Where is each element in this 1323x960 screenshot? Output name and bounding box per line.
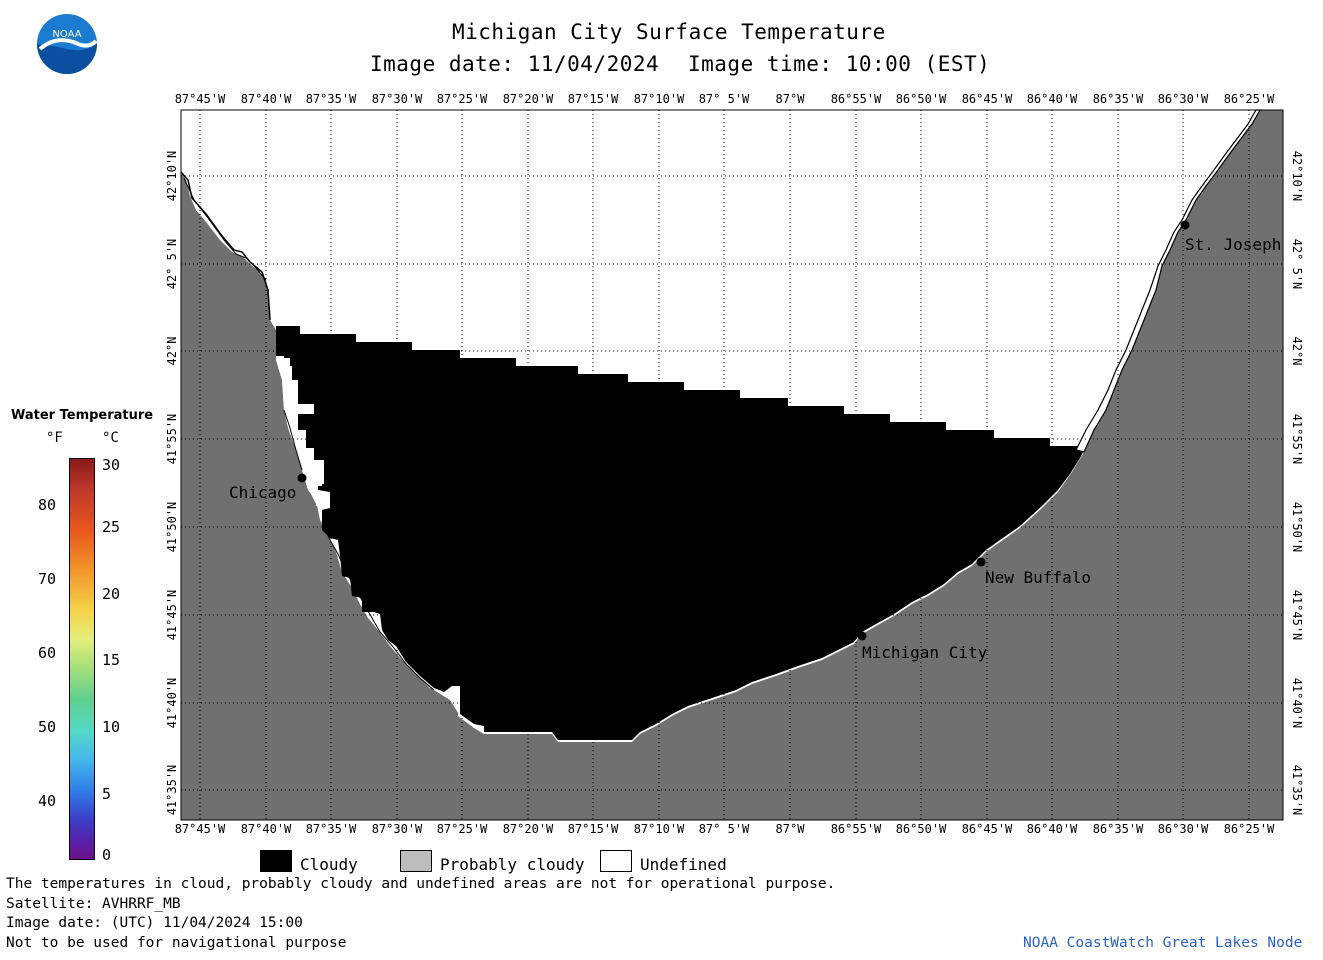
lat-label: 41°55'N	[1290, 413, 1304, 465]
noaa-logo: NOAA	[36, 13, 98, 75]
legend-probably-cloudy-swatch	[400, 850, 432, 872]
legend-cloudy-swatch	[260, 850, 292, 872]
colorbar	[69, 458, 95, 860]
colorbar-c-tick: 5	[102, 785, 112, 803]
lat-label: 41°40'N	[1290, 677, 1304, 729]
lon-label: 86°35'W	[1092, 822, 1144, 836]
lat-label: 42° 5'N	[165, 238, 179, 290]
map-title: Michigan City Surface Temperature	[452, 20, 886, 44]
lon-label: 86°55'W	[830, 822, 882, 836]
lon-label: 87°15'W	[567, 822, 619, 836]
lon-label: 87°20'W	[502, 92, 554, 106]
lat-label: 41°40'N	[165, 677, 179, 729]
legend-undefined-label: Undefined	[640, 855, 727, 874]
lat-label: 42° 5'N	[1290, 238, 1304, 290]
legend-undefined-swatch	[600, 850, 632, 872]
colorbar-f-tick: 40	[38, 792, 57, 810]
lon-label: 87°10'W	[633, 822, 685, 836]
st-joseph-marker	[1180, 220, 1190, 230]
lat-label: 41°50'N	[165, 501, 179, 553]
image-date: Image date: 11/04/2024	[370, 52, 660, 76]
lon-label: 87°30'W	[371, 92, 423, 106]
lon-label: 87° 5'W	[698, 92, 750, 106]
lon-label: 86°50'W	[895, 822, 947, 836]
svg-text:NOAA: NOAA	[52, 29, 81, 40]
lon-label: 87°45'W	[174, 822, 226, 836]
colorbar-title: Water Temperature	[11, 408, 154, 423]
lon-label: 87°25'W	[436, 92, 488, 106]
colorbar-c-tick: 20	[102, 585, 121, 603]
lon-label: 87°20'W	[502, 822, 554, 836]
footer-credit: NOAA CoastWatch Great Lakes Node	[1023, 935, 1303, 951]
lat-label: 42°N	[1290, 336, 1304, 366]
colorbar-unit-f: °F	[46, 430, 63, 446]
lon-label: 86°35'W	[1092, 92, 1144, 106]
lon-label: 86°40'W	[1026, 822, 1078, 836]
lon-label: 86°25'W	[1223, 822, 1275, 836]
legend-cloudy-label: Cloudy	[300, 855, 358, 874]
michigan-city-label: Michigan City	[862, 643, 988, 662]
new-buffalo-label: New Buffalo	[985, 568, 1091, 587]
lat-label: 41°55'N	[165, 413, 179, 465]
lat-label: 41°35'N	[1290, 764, 1304, 816]
land-west	[181, 110, 1283, 820]
lon-label: 87°30'W	[371, 822, 423, 836]
colorbar-unit-c: °C	[102, 430, 119, 446]
lat-label: 42°10'N	[1290, 150, 1304, 202]
lon-label: 86°45'W	[961, 822, 1013, 836]
lat-label: 41°45'N	[1290, 589, 1304, 641]
st-joseph-label: St. Joseph	[1185, 235, 1282, 254]
lat-label: 41°45'N	[165, 589, 179, 641]
lon-label: 87°35'W	[305, 92, 357, 106]
lon-label: 86°50'W	[895, 92, 947, 106]
colorbar-c-tick: 15	[102, 651, 121, 669]
undefined-coast-west	[181, 172, 484, 734]
lat-label: 41°50'N	[1290, 501, 1304, 553]
colorbar-c-tick: 30	[102, 456, 121, 474]
cloud-mass	[276, 326, 1086, 740]
colorbar-f-tick: 70	[38, 570, 57, 588]
footer-nav-warning: Not to be used for navigational purpose	[6, 935, 347, 951]
colorbar-c-tick: 25	[102, 518, 121, 536]
lon-label: 87°45'W	[174, 92, 226, 106]
new-buffalo-marker	[976, 557, 986, 567]
lon-label: 87°15'W	[567, 92, 619, 106]
lon-label: 86°55'W	[830, 92, 882, 106]
lat-label: 41°35'N	[165, 764, 179, 816]
colorbar-c-tick: 0	[102, 846, 112, 864]
lat-label: 42°10'N	[165, 150, 179, 202]
colorbar-f-tick: 60	[38, 644, 57, 662]
colorbar-f-tick: 80	[38, 496, 57, 514]
lon-label: 86°40'W	[1026, 92, 1078, 106]
lon-label: 87°35'W	[305, 822, 357, 836]
footer-image-date: Image date: (UTC) 11/04/2024 15:00	[6, 915, 303, 931]
lon-label: 86°30'W	[1157, 822, 1209, 836]
lon-label: 87° 5'W	[698, 822, 750, 836]
chicago-marker	[297, 473, 307, 483]
lon-label: 87°40'W	[240, 92, 292, 106]
lon-label: 86°25'W	[1223, 92, 1275, 106]
lat-label: 42°N	[165, 336, 179, 366]
footer-disclaimer: The temperatures in cloud, probably clou…	[6, 876, 836, 892]
lon-label: 87°10'W	[633, 92, 685, 106]
lon-label: 87°W	[775, 92, 805, 106]
michigan-city-marker	[857, 631, 867, 641]
lon-label: 87°25'W	[436, 822, 488, 836]
colorbar-c-tick: 10	[102, 718, 121, 736]
lon-label: 87°W	[775, 822, 805, 836]
lon-label: 87°40'W	[240, 822, 292, 836]
lon-label: 86°45'W	[961, 92, 1013, 106]
colorbar-f-tick: 50	[38, 718, 57, 736]
chicago-label: Chicago	[229, 483, 297, 502]
image-time: Image time: 10:00 (EST)	[688, 52, 991, 76]
footer-satellite: Satellite: AVHRRF_MB	[6, 896, 181, 912]
legend-probably-cloudy-label: Probably cloudy	[440, 855, 585, 874]
lon-label: 86°30'W	[1157, 92, 1209, 106]
